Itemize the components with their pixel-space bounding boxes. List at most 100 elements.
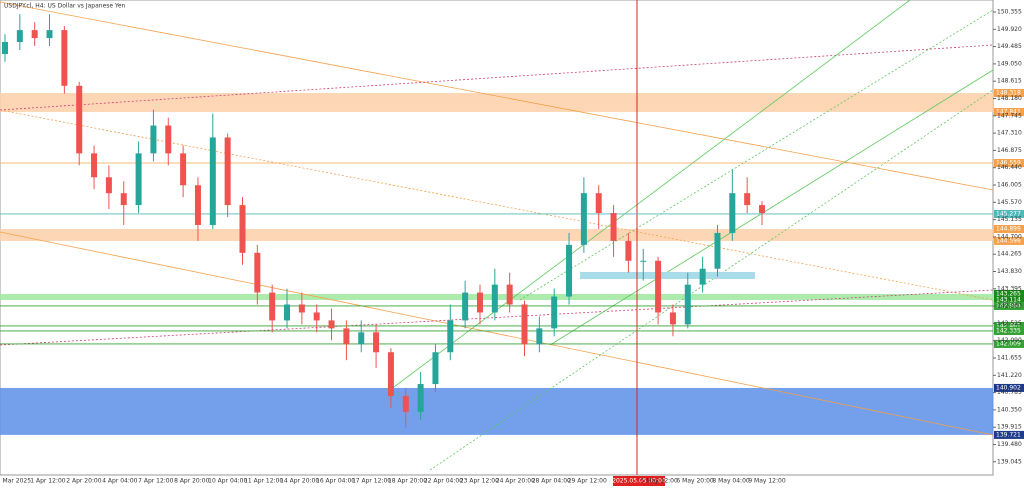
y-tick-label: 146.005 — [997, 182, 1022, 189]
y-tick-label: 144.265 — [997, 251, 1022, 258]
x-tick-label: 8 May 04:00 — [712, 478, 750, 485]
y-tick-label: 149.485 — [997, 43, 1022, 50]
x-tick-label: 8 Apr 20:00 — [174, 478, 209, 485]
trendline — [0, 289, 994, 346]
candle-body — [150, 125, 157, 154]
price-label: 143.114 — [996, 296, 1021, 303]
candle-body — [61, 30, 68, 86]
cursor-label: 2025.05.05 00:00 — [612, 478, 666, 485]
candle-body — [476, 292, 483, 313]
candle-body — [669, 312, 676, 325]
candle-body — [551, 296, 558, 329]
y-tick-label: 149.920 — [997, 26, 1022, 33]
price-label: 146.559 — [996, 159, 1021, 166]
y-tick-label: 139.915 — [997, 424, 1022, 431]
price-label: 140.902 — [996, 384, 1021, 391]
candle-body — [655, 260, 662, 313]
candle-body — [298, 304, 305, 313]
price-box — [994, 158, 1024, 167]
y-tick-label: 143.830 — [997, 268, 1022, 275]
candle-body — [269, 292, 276, 321]
candle-body — [699, 268, 706, 285]
y-tick-label: 147.310 — [997, 130, 1022, 137]
candle-body — [580, 193, 587, 245]
x-tick-label: 17 Apr 12:00 — [352, 478, 391, 485]
candle-body — [224, 137, 231, 206]
candle-body — [343, 328, 350, 345]
x-tick-label: 16 Apr 04:00 — [316, 478, 355, 485]
chart-title: USDJPY.cl, H4: US Dollar vs Japanese Yen — [4, 3, 126, 10]
candle-body — [2, 42, 8, 54]
cursor-box — [613, 476, 665, 486]
y-tick-label: 142.525 — [997, 320, 1022, 327]
candle-body — [165, 125, 172, 154]
trendline — [0, 44, 994, 111]
y-tick-label: 145.570 — [997, 199, 1022, 206]
trendline — [0, 231, 994, 436]
price-box — [994, 236, 1024, 245]
trendline — [429, 89, 994, 471]
y-tick-label: 142.090 — [997, 337, 1022, 344]
candle-body — [31, 30, 38, 39]
x-tick-label: 28 Apr 04:00 — [532, 478, 571, 485]
y-tick-label: 149.050 — [997, 60, 1022, 67]
x-tick-label: 4 Apr 04:00 — [102, 478, 137, 485]
candle-body — [254, 252, 261, 293]
candle-body — [313, 312, 320, 321]
candle-body — [506, 284, 513, 305]
candle-body — [432, 352, 439, 385]
candle-body — [447, 320, 454, 353]
small-zone — [580, 272, 755, 279]
price-box — [994, 289, 1024, 298]
x-tick-label: 9 May 12:00 — [748, 478, 786, 485]
candle-body — [566, 244, 573, 297]
price-box — [994, 89, 1024, 98]
trendline — [389, 0, 911, 391]
price-box — [994, 339, 1024, 348]
y-tick-label: 140.785 — [997, 389, 1022, 396]
y-tick-label: 141.655 — [997, 354, 1022, 361]
price-label: 144.899 — [996, 225, 1021, 232]
candle-body — [105, 177, 112, 194]
x-tick-label: 1 Apr 12:00 — [30, 478, 65, 485]
candle-body — [610, 213, 617, 241]
y-tick-label: 150.355 — [997, 9, 1022, 16]
candle-body — [328, 320, 335, 329]
x-tick-label: 29 Apr 12:00 — [568, 478, 607, 485]
candle-body — [180, 153, 187, 186]
x-tick-label: 11 Apr 12:00 — [244, 478, 283, 485]
price-label: 145.277 — [996, 210, 1021, 217]
trendline — [519, 9, 994, 301]
candle-body — [595, 193, 602, 214]
candle-body — [209, 137, 216, 225]
x-tick-label: 23 Apr 12:00 — [460, 478, 499, 485]
candle-body — [417, 384, 424, 412]
zone — [0, 387, 993, 435]
y-tick-label: 142.960 — [997, 303, 1022, 310]
price-box — [994, 301, 1024, 310]
x-tick-label: 31 Mar 2025 — [0, 478, 31, 485]
price-box — [994, 326, 1024, 335]
price-label: 142.009 — [996, 340, 1021, 347]
x-tick-label: 5 May 12:00 — [640, 478, 678, 485]
candle-body — [462, 292, 469, 321]
y-tick-label: 148.180 — [997, 95, 1022, 102]
trendline — [549, 69, 994, 346]
candle-body — [284, 304, 291, 321]
x-tick-label: 14 Apr 20:00 — [280, 478, 319, 485]
y-tick-label: 141.220 — [997, 372, 1022, 379]
price-label: 148.318 — [996, 90, 1021, 97]
price-box — [994, 224, 1024, 233]
trendline — [0, 1, 994, 191]
price-box — [994, 295, 1024, 304]
candle-body — [759, 205, 765, 214]
candle-body — [714, 232, 721, 269]
y-tick-label: 145.135 — [997, 216, 1022, 223]
x-tick-label: 6 May 20:00 — [676, 478, 714, 485]
candle-body — [16, 30, 23, 43]
candle-body — [194, 185, 201, 225]
price-label: 142.964 — [996, 302, 1021, 309]
y-tick-label: 147.745 — [997, 112, 1022, 119]
zone — [0, 228, 993, 241]
